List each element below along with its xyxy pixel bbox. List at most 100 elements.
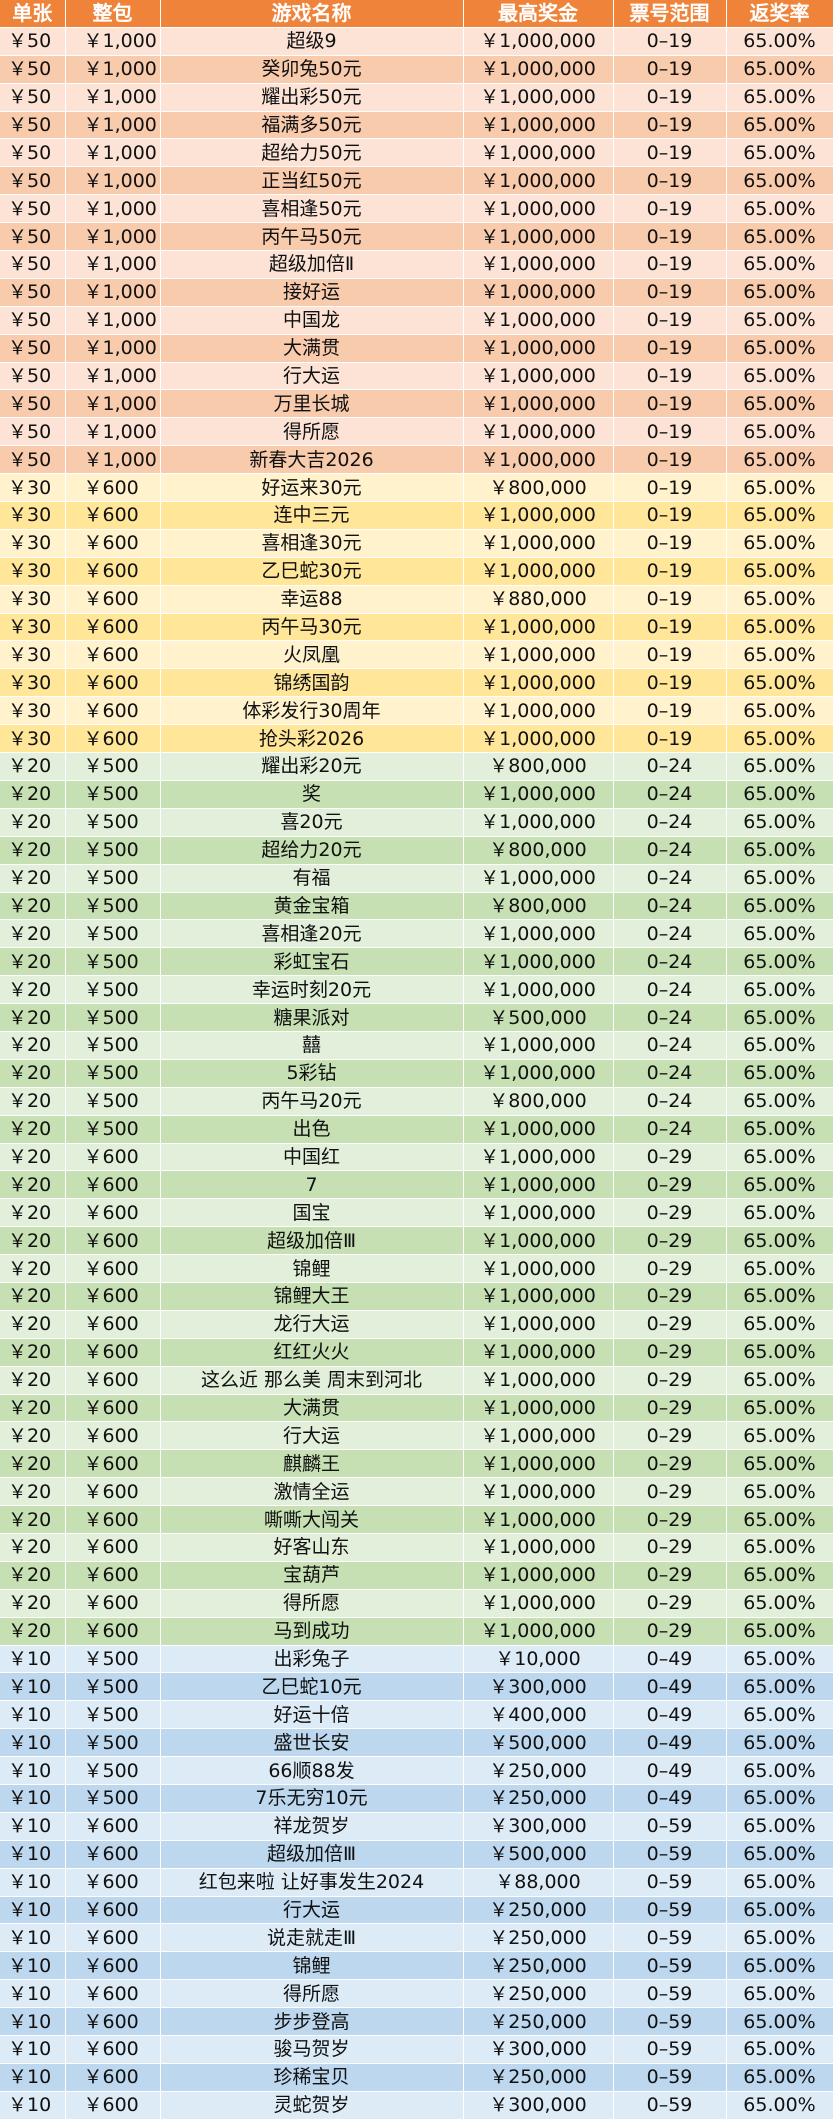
cell-pack: ￥600 (65, 1254, 161, 1283)
table-row: ￥20 ￥600 国宝 ￥1,000,000 0–29 65.00% (0, 1198, 833, 1228)
cell-pack: ￥500 (65, 1087, 161, 1116)
cell-ticket-range: 0–19 (613, 362, 727, 391)
cell-game-name: 耀出彩20元 (160, 752, 464, 781)
cell-return-rate: 65.00% (726, 1170, 833, 1200)
table-row: ￥20 ￥600 7 ￥1,000,000 0–29 65.00% (0, 1170, 833, 1200)
cell-return-rate: 65.00% (726, 111, 833, 140)
cell-single: ￥20 (0, 1115, 66, 1144)
cell-single: ￥20 (0, 1143, 66, 1172)
cell-single: ￥10 (0, 1700, 66, 1730)
table-row: ￥10 ￥600 灵蛇贺岁 ￥300,000 0–59 65.00% (0, 2091, 833, 2120)
cell-pack: ￥600 (65, 1868, 161, 1897)
table-row: ￥10 ￥600 骏马贺岁 ￥300,000 0–59 65.00% (0, 2035, 833, 2064)
cell-game-name: 火凤凰 (160, 640, 464, 670)
table-row: ￥30 ￥600 好运来30元 ￥800,000 0–19 65.00% (0, 473, 833, 503)
cell-pack: ￥600 (65, 1143, 161, 1172)
cell-game-name: 中国龙 (160, 306, 464, 335)
cell-game-name: 宝葫芦 (160, 1561, 464, 1590)
table-row: ￥20 ￥600 好客山东 ￥1,000,000 0–29 65.00% (0, 1533, 833, 1562)
cell-game-name: 得所愿 (160, 417, 464, 447)
cell-ticket-range: 0–24 (613, 808, 727, 837)
cell-ticket-range: 0–19 (613, 278, 727, 307)
cell-single: ￥10 (0, 1812, 66, 1841)
cell-pack: ￥600 (65, 529, 161, 558)
cell-single: ￥20 (0, 947, 66, 977)
cell-single: ￥20 (0, 1310, 66, 1339)
cell-ticket-range: 0–24 (613, 1115, 727, 1144)
cell-pack: ￥600 (65, 1226, 161, 1256)
cell-return-rate: 65.00% (726, 557, 833, 586)
table-row: ￥10 ￥600 祥龙贺岁 ￥300,000 0–59 65.00% (0, 1812, 833, 1841)
cell-max-prize: ￥1,000,000 (463, 668, 614, 698)
cell-max-prize: ￥1,000,000 (463, 1310, 614, 1339)
cell-ticket-range: 0–24 (613, 1087, 727, 1116)
cell-single: ￥30 (0, 473, 66, 503)
cell-return-rate: 65.00% (726, 585, 833, 614)
cell-pack: ￥600 (65, 1310, 161, 1339)
cell-return-rate: 65.00% (726, 724, 833, 754)
cell-game-name: 幸运时刻20元 (160, 975, 464, 1005)
cell-pack: ￥600 (65, 1449, 161, 1479)
table-row: ￥20 ￥600 龙行大运 ￥1,000,000 0–29 65.00% (0, 1310, 833, 1339)
table-row: ￥20 ￥600 得所愿 ￥1,000,000 0–29 65.00% (0, 1589, 833, 1618)
cell-ticket-range: 0–59 (613, 1923, 727, 1953)
table-row: ￥50 ￥1,000 行大运 ￥1,000,000 0–19 65.00% (0, 362, 833, 391)
cell-ticket-range: 0–59 (613, 1896, 727, 1925)
cell-max-prize: ￥1,000,000 (463, 334, 614, 363)
cell-game-name: 珍稀宝贝 (160, 2063, 464, 2092)
cell-game-name: 彩虹宝石 (160, 947, 464, 977)
cell-return-rate: 65.00% (726, 362, 833, 391)
cell-max-prize: ￥1,000,000 (463, 1031, 614, 1060)
cell-single: ￥10 (0, 1923, 66, 1953)
cell-pack: ￥600 (65, 2063, 161, 2092)
cell-game-name: 出彩兔子 (160, 1645, 464, 1674)
cell-max-prize: ￥1,000,000 (463, 864, 614, 893)
cell-max-prize: ￥1,000,000 (463, 1254, 614, 1283)
cell-max-prize: ￥1,000,000 (463, 83, 614, 112)
header-name: 游戏名称 (160, 0, 464, 28)
cell-max-prize: ￥1,000,000 (463, 696, 614, 726)
table-row: ￥30 ￥600 幸运88 ￥880,000 0–19 65.00% (0, 585, 833, 614)
cell-game-name: 锦绣国韵 (160, 668, 464, 698)
cell-game-name: 步步登高 (160, 2007, 464, 2037)
cell-return-rate: 65.00% (726, 222, 833, 252)
table-row: ￥50 ￥1,000 福满多50元 ￥1,000,000 0–19 65.00% (0, 111, 833, 140)
table-row: ￥10 ￥600 步步登高 ￥250,000 0–59 65.00% (0, 2007, 833, 2037)
cell-max-prize: ￥400,000 (463, 1700, 614, 1730)
cell-single: ￥10 (0, 1896, 66, 1925)
cell-single: ￥10 (0, 2063, 66, 2092)
cell-ticket-range: 0–59 (613, 1840, 727, 1869)
cell-max-prize: ￥1,000,000 (463, 640, 614, 670)
cell-ticket-range: 0–49 (613, 1784, 727, 1813)
cell-max-prize: ￥800,000 (463, 892, 614, 921)
cell-game-name: 囍 (160, 1031, 464, 1060)
cell-single: ￥20 (0, 1087, 66, 1116)
cell-ticket-range: 0–29 (613, 1617, 727, 1646)
cell-single: ￥10 (0, 1979, 66, 2009)
cell-single: ￥20 (0, 752, 66, 781)
table-row: ￥20 ￥500 奖 ￥1,000,000 0–24 65.00% (0, 780, 833, 809)
table-row: ￥10 ￥600 超级加倍Ⅲ ￥500,000 0–59 65.00% (0, 1840, 833, 1869)
table-row: ￥20 ￥500 糖果派对 ￥500,000 0–24 65.00% (0, 1003, 833, 1032)
table-row: ￥20 ￥500 丙午马20元 ￥800,000 0–24 65.00% (0, 1087, 833, 1116)
cell-pack: ￥500 (65, 1672, 161, 1702)
cell-max-prize: ￥1,000,000 (463, 111, 614, 140)
cell-pack: ￥1,000 (65, 55, 161, 84)
cell-pack: ￥500 (65, 947, 161, 977)
cell-max-prize: ￥500,000 (463, 1728, 614, 1758)
cell-single: ￥20 (0, 975, 66, 1005)
table-row: ￥50 ￥1,000 万里长城 ￥1,000,000 0–19 65.00% (0, 389, 833, 419)
cell-game-name: 好运来30元 (160, 473, 464, 503)
cell-single: ￥50 (0, 166, 66, 196)
cell-game-name: 丙午马30元 (160, 613, 464, 642)
cell-game-name: 喜相逢50元 (160, 194, 464, 224)
cell-pack: ￥1,000 (65, 138, 161, 168)
cell-max-prize: ￥800,000 (463, 836, 614, 865)
cell-pack: ￥600 (65, 1366, 161, 1395)
cell-ticket-range: 0–29 (613, 1394, 727, 1423)
cell-game-name: 龙行大运 (160, 1310, 464, 1339)
cell-max-prize: ￥800,000 (463, 752, 614, 781)
table-row: ￥10 ￥600 说走就走Ⅲ ￥250,000 0–59 65.00% (0, 1923, 833, 1953)
cell-return-rate: 65.00% (726, 501, 833, 530)
cell-single: ￥10 (0, 2035, 66, 2064)
